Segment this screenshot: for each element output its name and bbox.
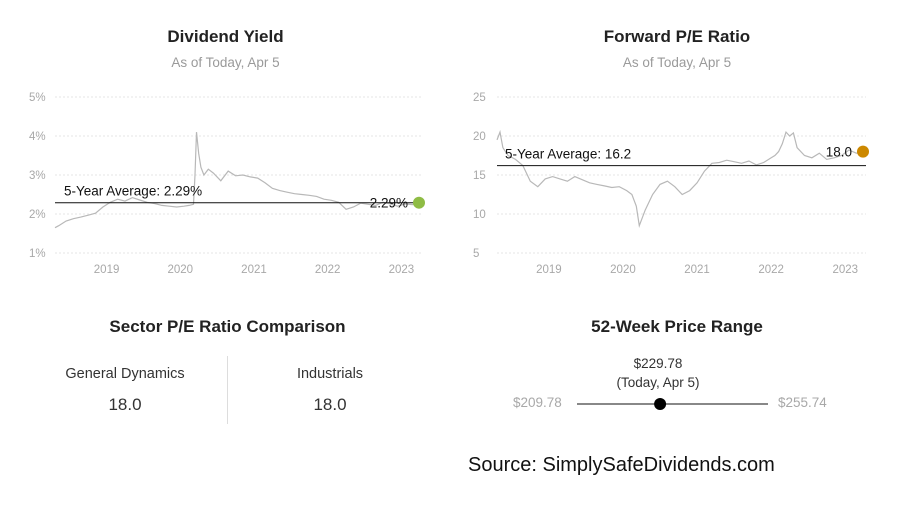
- price-range-panel: 52-Week Price Range $229.78 (Today, Apr …: [451, 300, 903, 440]
- series-line: [54, 132, 420, 229]
- range-high-label: $255.74: [778, 395, 827, 410]
- current-price-label: $229.78: [633, 356, 683, 371]
- average-label: 5-Year Average: 16.2: [505, 147, 631, 162]
- x-tick-label: 2019: [536, 264, 562, 276]
- x-tick-label: 2019: [94, 264, 120, 276]
- sector-comparison-panel: Sector P/E Ratio Comparison General Dyna…: [0, 300, 455, 440]
- forward-pe-chart: 25 20 15 10 5 2019 2020 2021 2022 2023 5-Year Aver…: [473, 92, 869, 276]
- source-credit: Source: SimplySafeDividends.com: [468, 454, 775, 476]
- y-tick-label: 15: [473, 170, 486, 182]
- dividend-yield-subtitle: As of Today, Apr 5: [171, 55, 280, 70]
- price-range-bar: [577, 398, 768, 410]
- x-tick-label: 2021: [241, 264, 267, 276]
- x-tick-label: 2023: [832, 264, 858, 276]
- y-tick-label: 25: [473, 92, 486, 104]
- dividend-yield-panel: Dividend Yield As of Today, Apr 5 5% 4% 3%…: [0, 0, 451, 290]
- x-tick-label: 2021: [684, 264, 710, 276]
- price-range-title: 52-Week Price Range: [591, 317, 763, 336]
- x-tick-label: 2022: [315, 264, 341, 276]
- current-value-dot: [857, 145, 869, 158]
- x-tick-label: 2020: [610, 264, 636, 276]
- sector-pe-value: 18.0: [313, 395, 347, 414]
- dividend-yield-chart: 5% 4% 3% 2% 1% 2019 2020 2021 2022 2023 5-Year Ave…: [29, 92, 425, 276]
- x-tick-label: 2020: [167, 264, 193, 276]
- average-label: 5-Year Average: 2.29%: [64, 184, 202, 199]
- y-tick-label: 20: [473, 131, 486, 143]
- company-pe-value: 18.0: [108, 395, 142, 414]
- range-low-label: $209.78: [513, 395, 562, 410]
- current-price-note: (Today, Apr 5): [616, 375, 700, 390]
- current-value-dot: [413, 196, 425, 209]
- forward-pe-subtitle: As of Today, Apr 5: [622, 55, 732, 70]
- sector-comparison-title: Sector P/E Ratio Comparison: [109, 317, 346, 336]
- y-tick-label: 10: [473, 209, 486, 221]
- series-line: [496, 129, 864, 229]
- y-tick-label: 1%: [29, 248, 46, 260]
- y-tick-label: 3%: [29, 170, 46, 182]
- current-value-label: 18.0: [826, 145, 852, 160]
- x-tick-label: 2023: [389, 264, 415, 276]
- current-price-marker: [654, 398, 667, 410]
- company-name: General Dynamics: [65, 366, 185, 382]
- y-tick-label: 4%: [29, 131, 46, 143]
- comparison-divider: [227, 356, 228, 424]
- y-tick-label: 5%: [29, 92, 46, 104]
- forward-pe-title: Forward P/E Ratio: [603, 27, 751, 46]
- x-tick-label: 2022: [758, 264, 784, 276]
- y-tick-label: 5: [473, 248, 479, 260]
- dividend-yield-title: Dividend Yield: [167, 27, 284, 46]
- y-tick-label: 2%: [29, 209, 46, 221]
- sector-name: Industrials: [296, 366, 364, 382]
- forward-pe-panel: Forward P/E Ratio As of Today, Apr 5 25 2…: [451, 0, 903, 290]
- current-value-label: 2.29%: [370, 196, 408, 211]
